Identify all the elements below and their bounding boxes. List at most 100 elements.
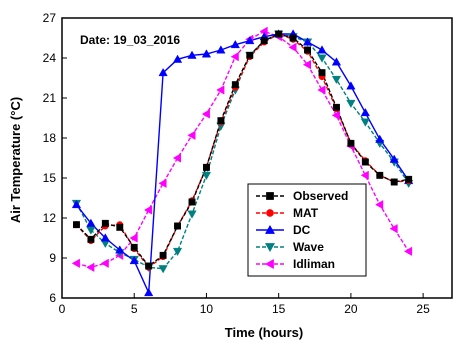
data-point-observed <box>159 251 167 259</box>
legend-label: Idliman <box>293 257 335 271</box>
data-point-idliman <box>129 233 138 243</box>
legend-entry-idliman: Idliman <box>256 257 335 271</box>
data-point-idliman <box>172 153 182 163</box>
plot-frame <box>61 17 453 299</box>
data-point-idliman <box>158 178 167 188</box>
data-point-dc <box>86 218 96 227</box>
data-point-idliman <box>71 258 80 268</box>
data-point-idliman <box>317 85 326 95</box>
data-point-observed <box>246 51 254 59</box>
data-point-wave <box>317 54 327 63</box>
data-point-dc <box>100 233 110 242</box>
data-point-dc <box>360 107 370 117</box>
x-tick-label: 25 <box>416 302 430 316</box>
x-tick-label: 0 <box>59 302 66 316</box>
y-axis-label: Air Temperature (°C) <box>8 97 23 223</box>
legend-label: MAT <box>293 206 319 220</box>
y-tick-label: 6 <box>49 291 56 305</box>
data-point-observed <box>101 219 109 227</box>
data-point-wave <box>158 265 168 274</box>
legend: Observed MAT DC Wave Idliman <box>247 183 367 277</box>
data-point-dc <box>187 50 197 59</box>
date-annotation: Date: 19_03_2016 <box>80 33 180 47</box>
x-tick-label: 10 <box>200 302 214 316</box>
data-point-dc <box>216 45 226 54</box>
data-point-wave <box>201 171 212 181</box>
data-point-observed <box>72 221 80 229</box>
data-point-observed <box>390 178 398 186</box>
data-point-observed <box>87 235 95 243</box>
data-point-idliman <box>360 170 369 180</box>
legend-label: DC <box>293 223 311 237</box>
y-tick-label: 12 <box>43 211 57 225</box>
legend-entry-observed: Observed <box>256 189 348 203</box>
data-point-dc <box>230 39 240 49</box>
data-point-idliman <box>216 85 225 95</box>
axis-ticks: 0 5 10 15 20 25 6 9 12 15 18 21 24 27 <box>43 11 430 316</box>
data-point-idliman <box>100 258 109 268</box>
series-line-idliman <box>76 30 410 269</box>
data-point-dc <box>302 37 313 46</box>
data-point-idliman <box>187 130 196 140</box>
data-point-idliman <box>389 224 398 234</box>
data-point-idliman <box>331 110 340 120</box>
y-tick-label: 9 <box>49 251 56 265</box>
data-point-observed <box>130 243 138 251</box>
data-point-observed <box>289 34 297 42</box>
y-tick-label: 27 <box>43 11 57 25</box>
y-tick-label: 15 <box>43 171 57 185</box>
x-tick-label: 5 <box>131 302 138 316</box>
legend-label: Observed <box>293 189 348 203</box>
data-point-dc <box>201 49 212 58</box>
data-point-observed <box>376 171 384 179</box>
data-point-wave <box>86 226 96 235</box>
y-tick-label: 18 <box>43 131 57 145</box>
x-tick-label: 20 <box>344 302 358 316</box>
legend-label: Wave <box>293 240 324 254</box>
data-point-dc <box>389 154 399 163</box>
y-tick-label: 24 <box>43 51 57 65</box>
data-point-observed <box>405 175 413 183</box>
data-point-idliman <box>403 246 413 256</box>
legend-swatch-marker <box>264 258 274 270</box>
data-point-idliman <box>86 262 95 272</box>
data-point-idliman <box>375 200 384 210</box>
series-markers <box>71 26 414 297</box>
data-point-observed <box>188 198 196 206</box>
data-point-dc <box>144 287 154 297</box>
data-point-idliman <box>288 42 297 52</box>
legend-entry-dc: DC <box>256 223 311 237</box>
data-point-dc <box>331 57 342 66</box>
data-point-observed <box>347 139 355 147</box>
data-point-observed <box>217 117 225 125</box>
data-point-dc <box>71 199 82 209</box>
data-point-dc <box>375 134 385 143</box>
legend-swatch-marker <box>264 224 276 234</box>
data-point-wave <box>331 75 342 85</box>
data-point-observed <box>116 223 124 231</box>
data-point-observed <box>145 262 153 270</box>
data-point-observed <box>260 37 268 45</box>
data-point-dc <box>158 67 168 77</box>
legend-entry-mat: MAT <box>256 206 319 220</box>
data-point-idliman <box>201 109 210 119</box>
data-point-wave <box>360 118 370 127</box>
x-axis-label: Time (hours) <box>225 325 304 340</box>
data-point-idliman <box>230 52 239 62</box>
data-point-observed <box>202 163 210 171</box>
x-tick-label: 15 <box>272 302 286 316</box>
legend-swatch-marker <box>266 209 274 217</box>
data-point-wave <box>172 247 183 257</box>
data-point-observed <box>361 158 369 166</box>
data-point-dc <box>317 45 327 54</box>
data-point-idliman <box>143 205 153 215</box>
legend-entry-wave: Wave <box>256 240 324 254</box>
legend-swatch-marker <box>264 243 276 253</box>
data-point-dc <box>115 245 125 254</box>
data-point-wave <box>187 210 197 219</box>
data-point-observed <box>275 30 283 38</box>
data-point-dc <box>245 35 255 45</box>
data-point-observed <box>231 81 239 89</box>
data-point-observed <box>318 69 326 77</box>
